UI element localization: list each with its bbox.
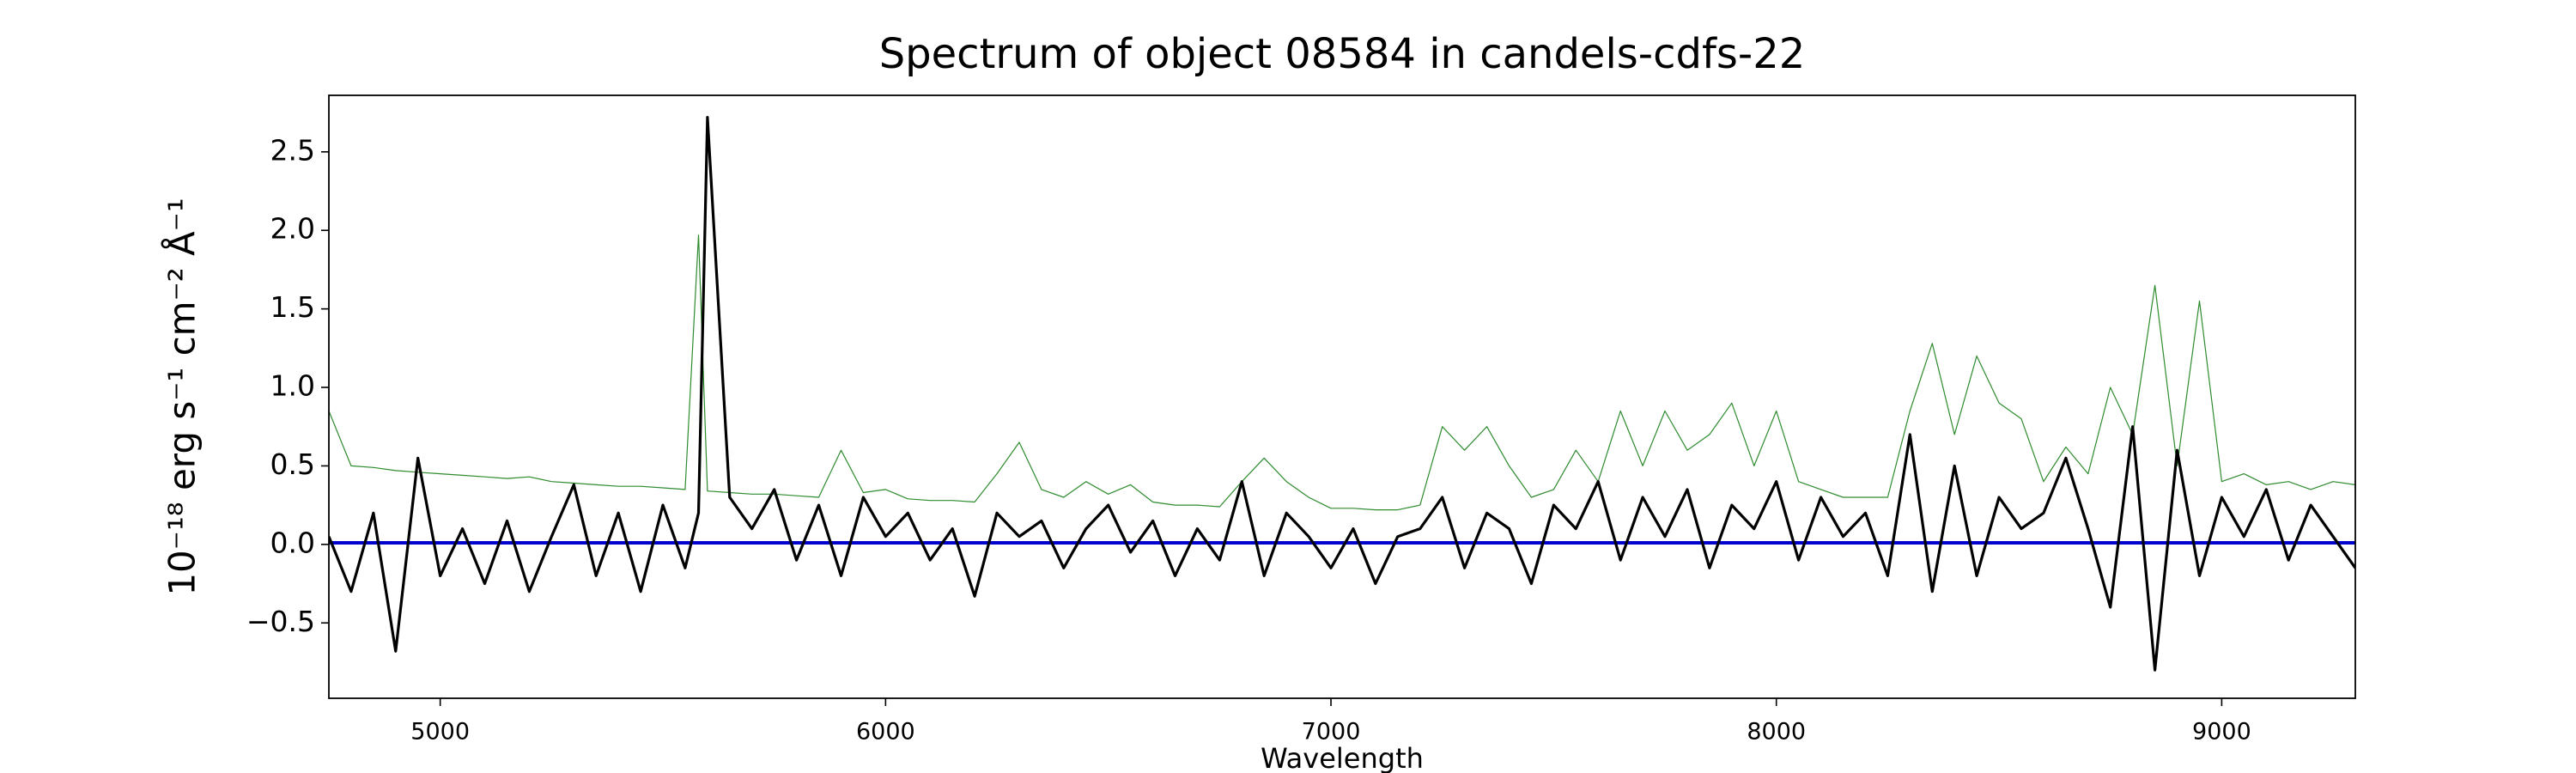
x-tick-label: 8000 bbox=[1747, 719, 1806, 746]
y-axis-label: 10⁻¹⁸ erg s⁻¹ cm⁻² Å⁻¹ bbox=[161, 198, 204, 595]
y-tick-label: 2.0 bbox=[270, 212, 315, 246]
x-tick-label: 9000 bbox=[2192, 719, 2251, 746]
series-line bbox=[329, 234, 2355, 511]
x-tick-label: 6000 bbox=[856, 719, 915, 746]
y-tick-label: −0.5 bbox=[246, 605, 315, 638]
x-axis-label: Wavelength bbox=[1261, 742, 1424, 773]
y-tick-label: 2.5 bbox=[270, 133, 315, 167]
y-tick-label: 0.0 bbox=[270, 526, 315, 559]
x-tick-label: 5000 bbox=[410, 719, 470, 746]
x-tick-label: 7000 bbox=[1302, 719, 1361, 746]
y-tick-label: 0.5 bbox=[270, 447, 315, 481]
y-tick-label: 1.0 bbox=[270, 369, 315, 403]
chart-title: Spectrum of object 08584 in candels-cdfs… bbox=[879, 30, 1806, 78]
plot-frame bbox=[328, 94, 2356, 699]
series-line bbox=[329, 116, 2355, 672]
y-tick-label: 1.5 bbox=[270, 290, 315, 324]
